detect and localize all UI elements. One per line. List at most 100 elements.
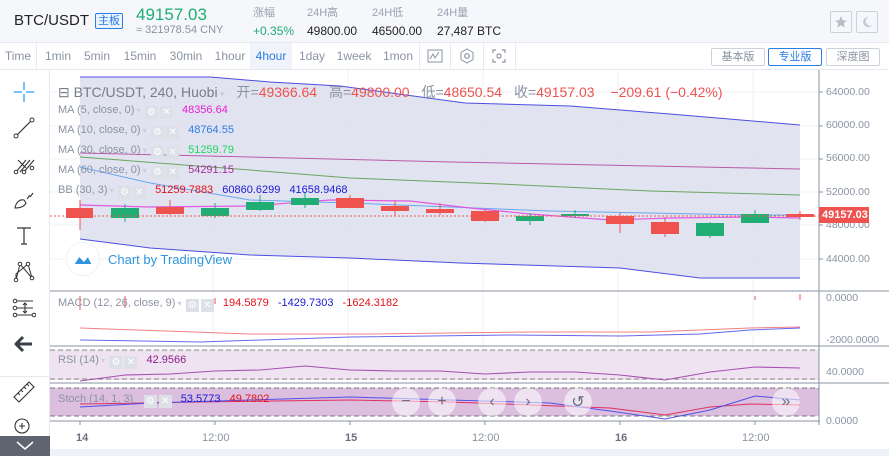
- pattern-tool[interactable]: [10, 258, 38, 286]
- close-icon[interactable]: ✕: [166, 166, 180, 179]
- indicator-name[interactable]: MA (10, close, 0): [58, 124, 141, 136]
- zoom-out-button[interactable]: −: [392, 388, 420, 416]
- theme-toggle-button[interactable]: [856, 11, 878, 33]
- price-axis-label: 52000.00: [826, 186, 870, 198]
- basic-version-button[interactable]: 基本版: [711, 48, 765, 66]
- collapse-icon[interactable]: ⊟: [58, 84, 74, 100]
- symbol-legend: ⊟ BTC/USDT, 240, Huobi ▾ 开=49366.64 高=49…: [58, 82, 723, 102]
- tradingview-icon: [73, 254, 93, 265]
- tradingview-watermark[interactable]: Chart by TradingView: [66, 242, 232, 276]
- time-axis-label: 12:00: [202, 432, 230, 444]
- brush-tool[interactable]: [10, 186, 38, 214]
- measure-tool[interactable]: [10, 378, 38, 406]
- indicator-name[interactable]: MA (30, close, 0): [58, 144, 141, 156]
- scroll-right-button[interactable]: ›: [514, 388, 542, 416]
- back-arrow-icon: [14, 335, 32, 353]
- close-icon[interactable]: ✕: [159, 106, 173, 119]
- trend-line-icon: [13, 117, 35, 139]
- time-axis-label: 16: [615, 432, 628, 444]
- depth-chart-button[interactable]: 深度图: [826, 48, 880, 66]
- stoch-k-value: 53.5773: [180, 393, 221, 405]
- close-icon[interactable]: ✕: [166, 126, 180, 139]
- indicator-name[interactable]: MA (60, close, 0): [58, 164, 141, 176]
- gear-icon[interactable]: ⚙: [144, 106, 158, 119]
- change-value: −209.61 (−0.42%): [610, 84, 723, 100]
- close-icon[interactable]: ✕: [158, 395, 172, 408]
- interval-30min[interactable]: 30min: [169, 49, 203, 63]
- chart-area[interactable]: ⊟ BTC/USDT, 240, Huobi ▾ 开=49366.64 高=49…: [50, 70, 889, 456]
- close-icon[interactable]: ✕: [200, 299, 214, 312]
- trend-line-tool[interactable]: [10, 114, 38, 142]
- fullscreen-icon: [492, 49, 506, 63]
- stat-24h-high: 24H高 49800.00: [307, 6, 357, 39]
- expand-toolbar-button[interactable]: [0, 436, 50, 456]
- chart-settings-button[interactable]: [451, 43, 483, 69]
- stat-label: 涨幅: [253, 7, 275, 19]
- indicator-value: 54291.15: [188, 164, 234, 176]
- interval-1week[interactable]: 1week: [336, 49, 372, 63]
- pro-version-button[interactable]: 专业版: [768, 48, 822, 66]
- high-label: 高=: [328, 84, 352, 100]
- scroll-to-latest-button[interactable]: »: [772, 388, 800, 416]
- interval-4hour[interactable]: 4hour: [250, 43, 292, 69]
- indicator-legend-bb: BB (30, 3) ▾ ⚙ ✕ 51259.7883 60860.6299 41…: [58, 184, 348, 199]
- hide-toolbar-button[interactable]: [10, 330, 38, 358]
- moon-icon: [863, 16, 873, 28]
- divider: [483, 43, 484, 69]
- zoom-in-button[interactable]: +: [428, 388, 456, 416]
- chart-canvas[interactable]: [50, 70, 889, 456]
- text-tool[interactable]: [10, 222, 38, 250]
- pitchfork-tool[interactable]: [10, 150, 38, 178]
- indicator-value: 48764.55: [188, 124, 234, 136]
- interval-1min[interactable]: 1min: [44, 49, 71, 63]
- fib-retracement-tool[interactable]: [10, 294, 38, 322]
- macd-legend: MACD (12, 26, close, 9) ▾ ⚙ ✕ 194.5879 -1…: [58, 297, 399, 312]
- indicator-name[interactable]: Stoch (14, 1, 3): [58, 393, 134, 405]
- stat-value: +0.35%: [253, 24, 295, 38]
- gear-icon[interactable]: ⚙: [151, 146, 165, 159]
- fullscreen-button[interactable]: [484, 43, 514, 69]
- crosshair-tool[interactable]: [10, 78, 38, 106]
- scroll-left-button[interactable]: ‹: [478, 388, 506, 416]
- interval-time[interactable]: Time: [4, 49, 32, 63]
- interval-15min[interactable]: 15min: [123, 49, 157, 63]
- symbol-name[interactable]: BTC/USDT, 240, Huobi: [73, 84, 218, 100]
- indicator-icon: [427, 49, 443, 63]
- gear-icon[interactable]: ⚙: [185, 299, 199, 312]
- close-icon[interactable]: ✕: [166, 146, 180, 159]
- gear-icon[interactable]: ⚙: [109, 356, 123, 369]
- gear-icon[interactable]: ⚙: [118, 186, 131, 199]
- candlesticks: [66, 192, 814, 238]
- indicator-name[interactable]: RSI (14): [58, 354, 99, 366]
- close-icon[interactable]: ✕: [133, 186, 146, 199]
- indicator-name[interactable]: MACD (12, 26, close, 9): [58, 297, 176, 309]
- gear-icon[interactable]: ⚙: [151, 166, 165, 179]
- close-icon[interactable]: ✕: [124, 356, 138, 369]
- stat-value: 46500.00: [372, 24, 423, 38]
- interval-1mon[interactable]: 1mon: [382, 49, 414, 63]
- stoch-legend: Stoch (14, 1, 3) ▾ ⚙ ✕ 53.5773 49.7802: [58, 393, 270, 408]
- scroll-right-icon: ›: [525, 393, 531, 410]
- stat-label: 24H高: [307, 7, 339, 19]
- indicator-name[interactable]: BB (30, 3): [58, 184, 108, 196]
- indicators-button[interactable]: [420, 43, 450, 69]
- interval-1hour[interactable]: 1hour: [214, 49, 246, 63]
- gear-icon[interactable]: ⚙: [143, 395, 157, 408]
- close-value: 49157.03: [536, 84, 595, 100]
- histogram-value: -1624.3182: [342, 297, 399, 309]
- open-value: 49366.64: [258, 84, 318, 100]
- reset-chart-button[interactable]: ↺: [564, 388, 592, 416]
- indicator-value: 60860.6299: [222, 184, 281, 196]
- macd-value: 194.5879: [222, 297, 269, 309]
- favorite-button[interactable]: [830, 11, 852, 33]
- interval-5min[interactable]: 5min: [83, 49, 110, 63]
- indicator-legend-ma30: MA (30, close, 0) ▾ ⚙ ✕ 51259.79: [58, 144, 234, 159]
- time-axis-label: 12:00: [742, 432, 770, 444]
- pair-name[interactable]: BTC/USDT: [14, 12, 89, 29]
- zoom-tool[interactable]: [10, 414, 38, 442]
- stat-label: 24H量: [437, 7, 469, 19]
- indicator-name[interactable]: MA (5, close, 0): [58, 104, 135, 116]
- gear-icon[interactable]: ⚙: [151, 126, 165, 139]
- interval-1day[interactable]: 1day: [298, 49, 326, 63]
- dropdown-caret-icon[interactable]: ▾: [217, 89, 225, 99]
